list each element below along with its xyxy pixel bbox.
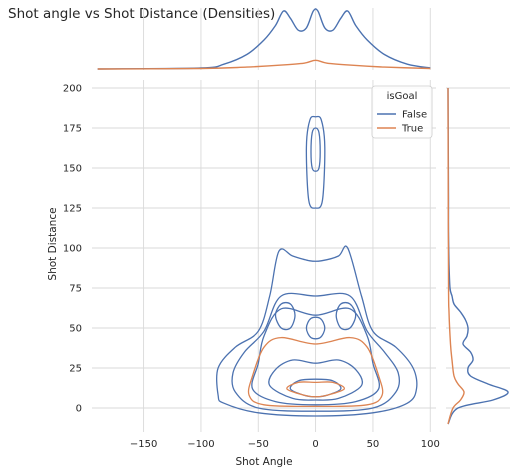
right-density-true bbox=[447, 87, 465, 425]
y-tick-label-7: 175 bbox=[63, 124, 82, 135]
y-tick-label-3: 75 bbox=[69, 284, 82, 295]
right-marginal-panel bbox=[446, 87, 510, 425]
y-tick-label-0: 0 bbox=[76, 404, 82, 415]
contour-false-2 bbox=[251, 307, 380, 406]
y-axis-label: Shot Distance bbox=[47, 207, 59, 280]
contour-false-6 bbox=[310, 127, 321, 172]
contour-false-1 bbox=[231, 292, 401, 412]
legend-title: isGoal bbox=[387, 91, 418, 102]
x-tick-label-4: 50 bbox=[367, 439, 380, 450]
x-axis-label: Shot Angle bbox=[235, 456, 292, 468]
x-tick-label-5: 100 bbox=[421, 439, 440, 450]
chart-title: Shot angle vs Shot Distance (Densities) bbox=[8, 6, 275, 22]
contour-true-1 bbox=[286, 381, 345, 398]
joint-panel: −150 −100 −50 0 50 100 0 25 50 75 100 125 150 175 200 bbox=[63, 80, 440, 450]
contour-true-0 bbox=[247, 336, 384, 408]
y-tick-label-2: 50 bbox=[69, 324, 82, 335]
right-density-false bbox=[447, 87, 509, 425]
legend-box bbox=[371, 85, 433, 139]
y-tick-label-5: 125 bbox=[63, 204, 82, 215]
y-tick-label-1: 25 bbox=[69, 364, 82, 375]
contour-false-3 bbox=[268, 359, 363, 401]
contour-false-7 bbox=[274, 301, 296, 331]
contour-false-9 bbox=[305, 316, 326, 340]
contour-false-5 bbox=[305, 115, 326, 209]
legend-label-true: True bbox=[401, 124, 423, 135]
top-marginal-panel bbox=[97, 8, 431, 70]
top-density-false bbox=[97, 8, 431, 70]
legend-label-false: False bbox=[402, 110, 427, 121]
contour-false-0 bbox=[215, 245, 418, 417]
x-tick-label-0: −150 bbox=[130, 439, 157, 450]
x-tick-label-2: −50 bbox=[248, 439, 269, 450]
x-tick-label-3: 0 bbox=[312, 439, 318, 450]
top-density-true bbox=[97, 59, 431, 70]
x-tick-label-1: −100 bbox=[187, 439, 214, 450]
y-tick-label-6: 150 bbox=[63, 164, 82, 175]
legend: isGoal False True bbox=[371, 85, 433, 139]
y-tick-label-8: 200 bbox=[63, 84, 82, 95]
contour-false-8 bbox=[335, 301, 357, 331]
y-tick-label-4: 100 bbox=[63, 244, 82, 255]
